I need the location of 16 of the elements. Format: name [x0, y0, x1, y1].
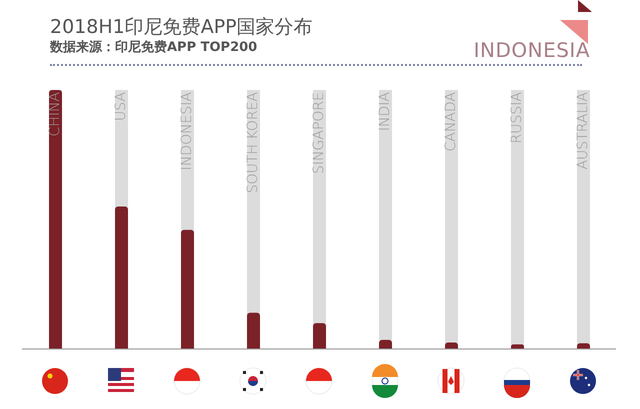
bar — [379, 340, 392, 349]
x-tick-label: CANADA — [443, 92, 459, 152]
x-tick-label: USA — [113, 92, 129, 121]
text: INDONESIA — [474, 38, 590, 62]
x-tick-label: INDIA — [377, 92, 393, 132]
x-tick-label: CHINA — [47, 92, 63, 136]
bar — [247, 312, 260, 349]
x-tick-label: SINGAPORE — [311, 92, 327, 174]
x-tick-label: RUSSIA — [509, 92, 525, 144]
chart-subtitle: 数据来源：印尼免费APP TOP200 — [50, 39, 258, 56]
x-tick-label: SOUTH KOREA — [245, 92, 261, 194]
bar — [313, 323, 326, 349]
bar — [445, 342, 458, 349]
x-tick-label: AUSTRALIA — [575, 92, 591, 170]
x-tick-label: INDONESIA — [179, 92, 195, 170]
chart-title: 2018H1印尼免费APP国家分布 — [50, 15, 313, 40]
